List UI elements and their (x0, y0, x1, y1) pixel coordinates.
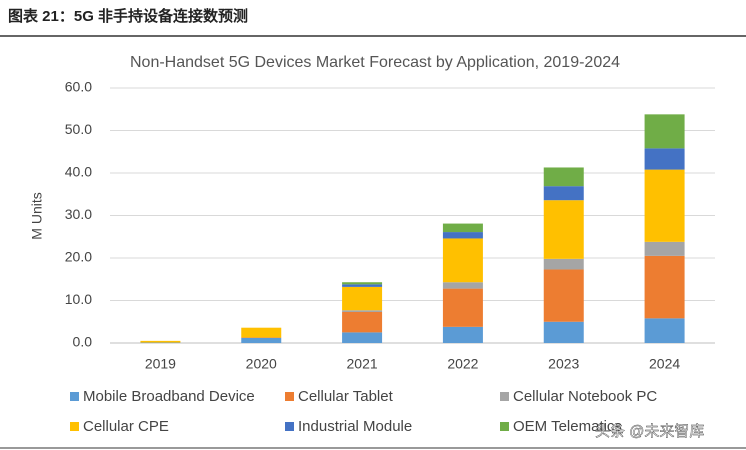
y-tick-label: 50.0 (65, 121, 92, 137)
y-tick-label: 60.0 (65, 79, 92, 95)
bar-segment (442, 282, 483, 289)
y-tick-label: 10.0 (65, 291, 92, 307)
legend-label: Industrial Module (298, 418, 412, 435)
bar-segment (342, 286, 383, 311)
y-tick-label: 40.0 (65, 164, 92, 180)
x-tick-label: 2024 (649, 356, 680, 372)
bar-segment (342, 284, 383, 287)
bar-segment (140, 340, 181, 343)
bar-segment (241, 337, 282, 343)
bar-segment (342, 311, 383, 333)
legend-label: Cellular Tablet (298, 388, 394, 405)
bar-segment (543, 258, 584, 270)
bar-segment (442, 223, 483, 233)
x-tick-label: 2020 (246, 356, 277, 372)
bar-segment (543, 186, 584, 201)
bar-segment (241, 327, 282, 338)
bar-segment (442, 238, 483, 283)
bar-segment (543, 167, 584, 187)
bar-segment (644, 114, 685, 149)
bar-segment (543, 269, 584, 322)
chart-title: Non-Handset 5G Devices Market Forecast b… (130, 54, 620, 71)
legend-label: Cellular Notebook PC (513, 388, 657, 405)
bar-segment (442, 232, 483, 239)
legend-swatch (285, 392, 294, 401)
bar-segment (644, 241, 685, 256)
x-tick-label: 2023 (548, 356, 579, 372)
watermark: 头条 @未来智库 (595, 422, 704, 440)
legend-swatch (500, 392, 509, 401)
bar-segment (543, 200, 584, 259)
y-axis-label: M Units (29, 192, 45, 239)
bar-segment (644, 255, 685, 319)
bar-segment (442, 288, 483, 327)
y-tick-label: 0.0 (73, 334, 93, 350)
bar-segment (342, 332, 383, 343)
legend-label: Mobile Broadband Device (83, 388, 255, 405)
legend-label: Cellular CPE (83, 418, 169, 435)
legend-label: OEM Telematics (513, 418, 622, 435)
bar-segment (442, 326, 483, 343)
x-tick-label: 2021 (347, 356, 378, 372)
legend-swatch (70, 422, 79, 431)
bar-segment (644, 318, 685, 343)
legend-swatch (70, 392, 79, 401)
bar-segment (342, 310, 383, 312)
bar-segment (543, 321, 584, 343)
bar-segment (342, 282, 383, 285)
bar-segment (644, 169, 685, 242)
figure-title: 图表 21：5G 非手持设备连接数预测 (8, 7, 248, 25)
bar-segment (644, 148, 685, 170)
y-tick-label: 30.0 (65, 206, 92, 222)
x-tick-label: 2022 (447, 356, 478, 372)
legend-swatch (285, 422, 294, 431)
x-tick-label: 2019 (145, 356, 176, 372)
y-tick-label: 20.0 (65, 249, 92, 265)
legend-swatch (500, 422, 509, 431)
